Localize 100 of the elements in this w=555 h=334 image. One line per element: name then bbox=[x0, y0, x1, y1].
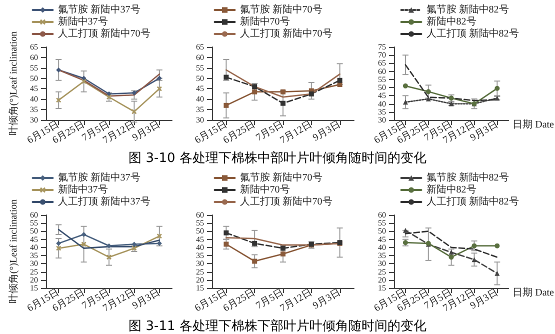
y-axis-title: 叶倾角(°)Leaf inclination bbox=[8, 31, 20, 136]
y-axis-title: 叶倾角(°)Leaf inclination bbox=[8, 199, 20, 304]
legend-label: 新陆中37号 bbox=[58, 184, 108, 196]
y-tick-label: 40 bbox=[378, 99, 386, 108]
y-tick-label: 45 bbox=[196, 84, 204, 94]
y-tick-label: 45 bbox=[378, 234, 386, 244]
legend-label: 人工打顶 新陆中37号 bbox=[58, 196, 150, 208]
caption: 图 3-10 各处理下棉株中部叶片叶倾角随时间的变化 bbox=[128, 150, 428, 167]
y-tick-label: 35 bbox=[196, 105, 204, 114]
x-axis-title: 日期 Date bbox=[512, 286, 555, 298]
point bbox=[56, 246, 62, 251]
y-tick-label: 65 bbox=[196, 42, 204, 52]
point bbox=[472, 243, 477, 248]
point bbox=[224, 230, 229, 236]
point bbox=[106, 94, 112, 100]
y-tick-label: 70 bbox=[378, 50, 386, 60]
y-tick-label: 20 bbox=[30, 275, 38, 284]
y-tick-label: 55 bbox=[378, 74, 386, 84]
y-tick-label: 40 bbox=[30, 94, 38, 104]
point bbox=[224, 242, 229, 247]
y-tick-label: 35 bbox=[378, 251, 386, 260]
y-tick-label: 55 bbox=[30, 218, 38, 228]
point bbox=[494, 270, 500, 276]
y-tick-label: 15 bbox=[378, 284, 386, 292]
point bbox=[280, 100, 286, 106]
y-tick-label: 55 bbox=[30, 63, 38, 72]
y-tick-label: 50 bbox=[378, 83, 386, 92]
y-tick-label: 25 bbox=[378, 267, 386, 276]
y-tick-label: 65 bbox=[378, 58, 386, 68]
point bbox=[448, 254, 454, 260]
y-tick-label: 25 bbox=[196, 267, 204, 276]
point bbox=[156, 234, 162, 239]
caption: 图 3-11 各处理下棉株下部叶片叶倾角随时间的变化 bbox=[128, 318, 428, 334]
point bbox=[81, 78, 86, 84]
point bbox=[402, 83, 408, 88]
point bbox=[156, 86, 162, 92]
legend-label: 氟节胺 新陆中37号 bbox=[58, 172, 140, 184]
x-tick-label: 9月3日 bbox=[311, 287, 343, 312]
point bbox=[81, 232, 86, 237]
y-tick-label: 60 bbox=[378, 66, 386, 76]
legend-label: 人工打顶 新陆中82号 bbox=[426, 196, 519, 208]
point bbox=[472, 257, 477, 262]
point bbox=[56, 240, 62, 246]
y-tick-label: 35 bbox=[378, 107, 386, 116]
y-tick-label: 60 bbox=[30, 210, 38, 220]
point bbox=[426, 89, 431, 94]
y-tick-label: 30 bbox=[196, 116, 204, 124]
point bbox=[252, 89, 258, 94]
y-tick-label: 45 bbox=[378, 91, 386, 100]
point bbox=[252, 258, 258, 264]
y-tick-label: 35 bbox=[196, 251, 204, 260]
legend-label: 氟节胺 新陆中82号 bbox=[426, 172, 509, 184]
y-tick-label: 30 bbox=[196, 259, 204, 268]
y-tick-label: 55 bbox=[378, 218, 386, 228]
legend-label: 新陆中82号 bbox=[426, 16, 476, 28]
y-tick-label: 25 bbox=[30, 267, 38, 276]
point bbox=[402, 100, 408, 105]
point bbox=[106, 254, 112, 260]
line-series bbox=[226, 69, 340, 98]
point bbox=[224, 102, 229, 108]
legend-label: 人工打顶 新陆中70号 bbox=[240, 196, 332, 208]
y-tick-label: 60 bbox=[196, 52, 204, 62]
legend-label: 氟节胺 新陆中37号 bbox=[58, 4, 140, 16]
legend-label: 新陆中82号 bbox=[426, 184, 476, 196]
y-tick-label: 35 bbox=[30, 251, 38, 260]
y-tick-label: 30 bbox=[30, 116, 38, 124]
y-tick-label: 15 bbox=[30, 284, 38, 292]
y-tick-label: 40 bbox=[378, 242, 386, 252]
legend-label: 新陆中70号 bbox=[240, 184, 290, 196]
y-tick-label: 40 bbox=[196, 94, 204, 104]
y-tick-label: 20 bbox=[378, 275, 386, 284]
y-tick-label: 55 bbox=[196, 218, 204, 228]
y-tick-label: 40 bbox=[196, 242, 204, 252]
y-tick-label: 20 bbox=[196, 275, 204, 284]
point bbox=[337, 78, 342, 83]
legend-label: 氟节胺 新陆中70号 bbox=[240, 172, 322, 184]
legend-label: 人工打顶 新陆中70号 bbox=[58, 28, 150, 40]
legend-label: 人工打顶 新陆中82号 bbox=[426, 28, 519, 40]
y-tick-label: 60 bbox=[30, 52, 38, 62]
point bbox=[494, 86, 500, 91]
y-tick-label: 60 bbox=[196, 210, 204, 220]
legend-label: 新陆中70号 bbox=[240, 16, 290, 28]
legend-label: 氟节胺 新陆中82号 bbox=[426, 4, 509, 16]
y-tick-label: 30 bbox=[30, 259, 38, 268]
y-tick-label: 50 bbox=[196, 226, 204, 236]
x-axis-title: 日期 Date bbox=[512, 118, 555, 130]
point bbox=[308, 91, 314, 96]
y-tick-label: 40 bbox=[30, 242, 38, 252]
point bbox=[494, 243, 500, 248]
y-tick-label: 55 bbox=[196, 63, 204, 72]
point bbox=[280, 251, 286, 256]
y-tick-label: 45 bbox=[196, 234, 204, 244]
y-tick-label: 65 bbox=[30, 42, 38, 52]
legend-label: 氟节胺 新陆中70号 bbox=[240, 4, 322, 16]
y-tick-label: 30 bbox=[378, 116, 386, 124]
y-tick-label: 50 bbox=[196, 74, 204, 83]
point bbox=[56, 67, 62, 72]
y-tick-label: 60 bbox=[378, 210, 386, 220]
y-tick-label: 45 bbox=[30, 234, 38, 244]
y-tick-label: 35 bbox=[30, 105, 38, 114]
